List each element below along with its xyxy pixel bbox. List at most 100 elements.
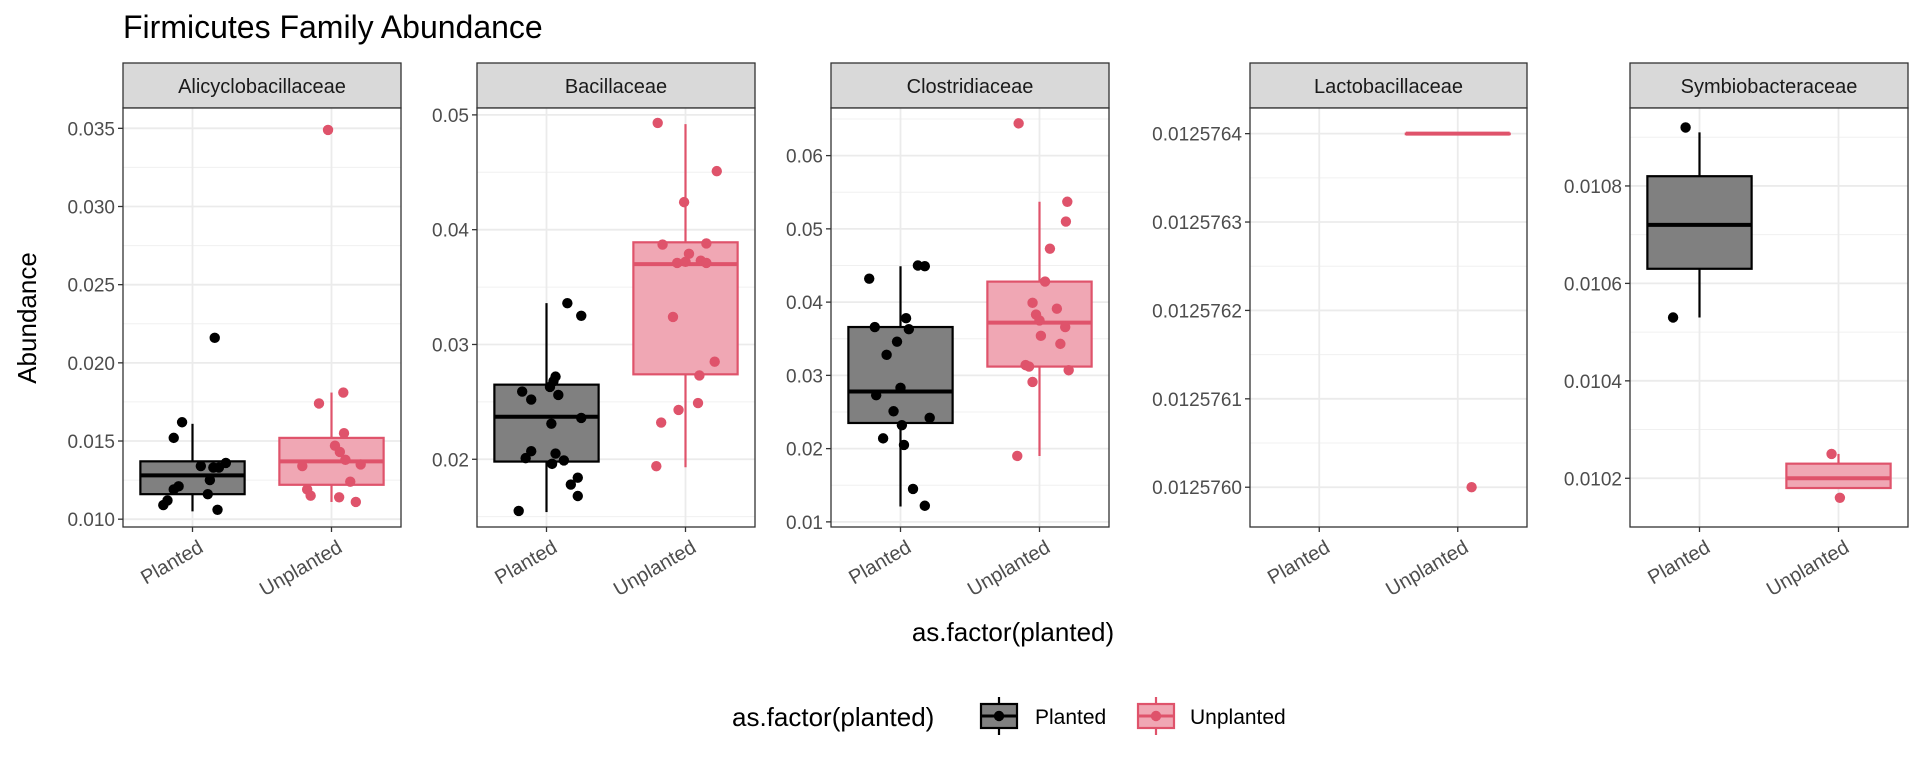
data-point (701, 238, 712, 249)
data-point (195, 460, 207, 472)
legend-key-point (1150, 710, 1162, 722)
x-tick-label: Unplanted (1763, 536, 1853, 601)
data-point (1466, 482, 1477, 493)
facet-strip-label: Symbiobacteraceae (1681, 76, 1858, 98)
x-tick-label: Planted (491, 536, 561, 589)
data-point (345, 476, 356, 487)
data-point (340, 454, 351, 465)
data-point (896, 419, 908, 431)
data-point (924, 412, 935, 424)
data-point (558, 455, 570, 466)
data-point (513, 505, 524, 517)
facet-strip (830, 62, 1110, 109)
data-point (1034, 315, 1045, 326)
data-point (355, 459, 366, 470)
data-point (673, 404, 684, 416)
box-iqr (1646, 175, 1753, 270)
data-point (1035, 330, 1047, 342)
data-point (176, 417, 188, 428)
facet-strip-label: Lactobacillaceae (1314, 76, 1463, 98)
facet-bacillaceae: Bacillaceae 0.02 0.03 0.04 0.05 Planted Unplan… (432, 62, 756, 601)
data-point (305, 490, 316, 501)
data-point (1044, 243, 1056, 254)
legend-title: as.factor(planted) (732, 702, 934, 732)
data-point (891, 336, 903, 347)
y-tick-label: 0.0125762 (1152, 301, 1242, 322)
data-point (565, 479, 577, 490)
data-point (209, 332, 220, 344)
data-point (520, 452, 531, 464)
y-tick-label: 0.0125760 (1152, 478, 1242, 499)
facet-symbiobacteraceae: Symbiobacteraceae 0.0102 0.0104 0.0106 0.010… (1564, 62, 1909, 601)
legend-label: Planted (1035, 706, 1106, 729)
y-tick-label: 0.02 (432, 450, 469, 471)
data-point (888, 406, 899, 417)
y-tick-label: 0.03 (432, 335, 469, 356)
data-point (657, 239, 668, 250)
legend-key-planted: Planted (979, 697, 1106, 735)
data-point (572, 472, 583, 483)
y-tick-label: 0.04 (786, 293, 823, 314)
y-axis-title: Abundance (12, 252, 42, 384)
data-point (526, 394, 537, 405)
data-point (1027, 376, 1038, 388)
data-point (516, 386, 528, 397)
data-point (168, 432, 179, 444)
panel-border (476, 107, 756, 528)
facet-strip-label: Clostridiaceae (907, 76, 1034, 98)
data-point (680, 256, 691, 268)
panel-border (122, 107, 402, 528)
y-tick-label: 0.020 (67, 354, 115, 375)
box-unplanted (1785, 448, 1892, 503)
data-point (313, 398, 325, 409)
data-point (655, 417, 667, 428)
facet-clostridiaceae: Clostridiaceae 0.01 0.02 0.03 0.04 0.05 0.06 Pl… (786, 62, 1110, 601)
box-planted (1646, 122, 1753, 323)
x-tick-label: Unplanted (964, 536, 1054, 601)
legend: as.factor(planted) Planted Unplanted (732, 697, 1286, 735)
panel-border (1629, 107, 1909, 528)
data-point (572, 490, 583, 502)
data-point (683, 248, 695, 259)
data-point (678, 196, 690, 208)
y-tick-label: 0.010 (67, 510, 115, 531)
legend-label: Unplanted (1190, 706, 1286, 729)
box-planted (139, 332, 246, 516)
data-point (173, 481, 184, 492)
data-point (864, 273, 875, 284)
data-point (895, 382, 906, 394)
data-point (1039, 276, 1051, 287)
data-point (333, 492, 345, 503)
x-tick-label: Planted (137, 536, 207, 589)
facet-strip-label: Bacillaceae (565, 76, 667, 98)
data-point (546, 458, 558, 470)
y-tick-label: 0.03 (786, 366, 823, 387)
data-point (322, 124, 334, 136)
facet-strip-label: Alicyclobacillaceae (178, 76, 346, 98)
data-point (1060, 216, 1072, 227)
facet-strip (1249, 62, 1528, 109)
data-point (1063, 365, 1074, 376)
data-point (652, 117, 663, 129)
facet-lactobacillaceae: Lactobacillaceae 0.0125760 0.0125761 0.0125… (1152, 62, 1528, 601)
box-planted (847, 260, 954, 511)
data-point (711, 165, 722, 177)
data-point (1013, 118, 1024, 129)
data-point (709, 356, 720, 367)
panel-background (1250, 108, 1527, 527)
data-point (900, 313, 912, 324)
data-point (1834, 492, 1846, 503)
facet-strip (122, 62, 402, 109)
y-tick-label: 0.0125761 (1152, 390, 1242, 411)
box-unplanted (278, 124, 385, 508)
data-point (692, 397, 704, 409)
data-point (204, 474, 216, 486)
y-tick-label: 0.0125764 (1152, 125, 1242, 146)
data-point (1055, 338, 1066, 350)
data-point (869, 321, 880, 333)
data-point (903, 324, 915, 335)
facet-strip (476, 62, 756, 109)
data-point (576, 412, 587, 424)
data-point (898, 439, 910, 451)
data-point (334, 446, 346, 458)
